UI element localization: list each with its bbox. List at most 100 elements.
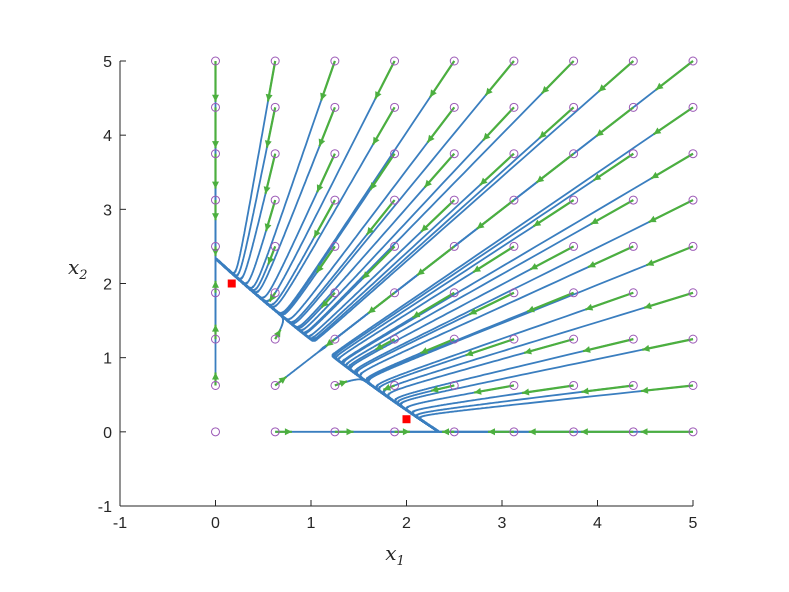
direction-arrow <box>652 106 694 136</box>
start-markers <box>211 56 698 437</box>
arrow-head <box>264 223 272 231</box>
start-point-marker <box>270 334 280 344</box>
direction-arrow <box>541 60 575 95</box>
start-point-marker <box>688 102 698 112</box>
start-point-marker <box>330 195 340 205</box>
start-point-marker <box>211 102 220 112</box>
direction-arrow <box>595 106 634 138</box>
arrow-head <box>590 217 599 225</box>
start-point-marker <box>569 427 579 437</box>
start-point-marker <box>330 380 340 390</box>
arrow-head <box>284 428 292 436</box>
start-point-marker <box>211 195 220 205</box>
start-point-marker <box>449 334 459 344</box>
arrow-head <box>402 428 410 436</box>
start-point-marker <box>390 102 400 112</box>
trajectory-line <box>394 338 634 432</box>
start-point-marker <box>330 241 340 251</box>
trajectory-line <box>274 347 324 387</box>
start-point-marker <box>628 288 638 298</box>
direction-arrow <box>369 153 396 191</box>
start-point-marker <box>628 102 638 112</box>
arrow-head <box>465 349 474 357</box>
arrow-head <box>320 92 327 101</box>
arrow-head <box>644 302 652 310</box>
arrow-head <box>212 324 219 332</box>
start-point-marker <box>509 56 519 66</box>
y-tick-label: -1 <box>98 499 112 516</box>
start-point-marker <box>449 241 459 251</box>
start-point-marker <box>270 427 280 437</box>
start-point-marker <box>270 56 280 66</box>
start-point-marker <box>509 288 519 298</box>
direction-arrow <box>484 60 515 97</box>
direction-arrow <box>532 199 575 228</box>
arrow-head <box>476 221 485 229</box>
start-point-marker <box>688 56 698 66</box>
start-point-marker <box>449 288 459 298</box>
arrow-head <box>533 219 542 227</box>
start-point-marker <box>211 427 220 437</box>
start-point-marker <box>390 288 400 298</box>
y-tick-label: 5 <box>103 54 112 71</box>
direction-arrow <box>472 245 515 274</box>
start-point-marker <box>449 149 459 159</box>
arrow-head <box>212 372 219 380</box>
arrow-head <box>598 84 607 92</box>
direction-arrow <box>361 245 396 280</box>
start-point-marker <box>569 195 579 205</box>
start-point-marker <box>569 56 579 66</box>
trajectory-line <box>418 384 694 433</box>
arrow-head <box>368 306 376 314</box>
arrow-head <box>483 132 491 141</box>
start-point-marker <box>569 149 579 159</box>
arrow-head <box>370 182 377 190</box>
direction-arrow <box>585 291 634 311</box>
y-tick-label: 2 <box>103 277 112 294</box>
start-point-marker <box>509 334 519 344</box>
start-point-marker <box>569 334 579 344</box>
direction-arrow <box>479 152 515 186</box>
arrow-head <box>316 264 324 273</box>
arrow-head <box>527 305 535 313</box>
direction-arrow <box>429 60 456 98</box>
trajectory-line <box>216 107 336 294</box>
y-tick-label: 3 <box>103 202 112 219</box>
direction-arrow <box>535 152 575 184</box>
direction-arrow <box>468 291 515 316</box>
start-point-marker <box>628 56 638 66</box>
direction-arrow <box>482 106 515 142</box>
arrow-head <box>278 376 287 384</box>
arrow-head <box>366 227 374 235</box>
start-point-marker <box>330 427 340 437</box>
equilibria <box>227 279 411 424</box>
start-point-marker <box>688 380 698 390</box>
start-point-marker <box>628 380 638 390</box>
arrow-head <box>269 293 277 302</box>
start-point-marker <box>688 149 698 159</box>
arrow-head <box>541 86 550 94</box>
arrow-head <box>580 428 588 436</box>
x-tick-label: 5 <box>689 515 698 532</box>
arrow-head <box>318 138 326 147</box>
start-point-marker <box>330 334 340 344</box>
arrow-head <box>539 130 547 139</box>
direction-arrow <box>416 245 455 277</box>
arrow-head <box>430 89 437 98</box>
arrow-head <box>420 347 429 354</box>
start-point-marker <box>449 102 459 112</box>
trajectory-line <box>342 152 694 415</box>
trajectory-line <box>331 106 694 391</box>
x-tick-label: 2 <box>402 515 411 532</box>
start-point-marker <box>390 241 400 251</box>
arrow-head <box>362 271 370 279</box>
arrow-head <box>263 186 271 194</box>
y-tick-label: 0 <box>103 425 112 442</box>
arrow-head <box>265 93 273 102</box>
x-tick-label: 1 <box>307 515 316 532</box>
y-tick-label: 1 <box>103 351 112 368</box>
direction-arrow <box>476 199 515 230</box>
direction-arrow <box>523 338 574 354</box>
arrow-head <box>653 127 662 135</box>
x-axis-label: x1 <box>385 541 405 569</box>
